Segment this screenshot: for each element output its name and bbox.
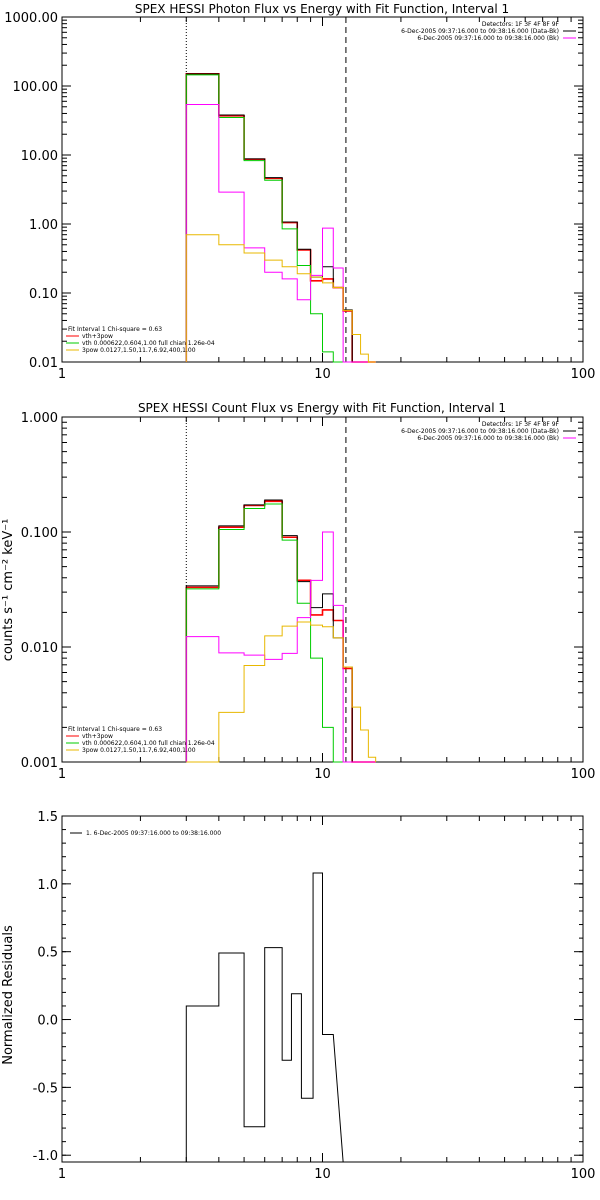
photon-flux-header-line: 6-Dec-2005 09:37:16.000 to 09:38:16.000 … [401,28,559,35]
count-flux-header-line: 6-Dec-2005 09:37:16.000 to 09:38:16.000 … [417,435,559,442]
count-flux-y-tick-label: 0.100 [21,526,58,541]
count-flux-y-axis-label: counts s⁻¹ cm⁻² keV⁻¹ [1,519,16,662]
residuals-y-tick-label: 0.0 [37,1014,58,1029]
photon-flux-series-1-histogram [185,73,376,363]
count-flux-series-0-histogram [185,500,376,763]
residuals-y-tick-label: -1.0 [33,1149,58,1164]
count-flux-fit-legend-line: Fit Interval 1 Chi-square = 0.63 [68,726,162,733]
count-flux-title: SPEX HESSI Count Flux vs Energy with Fit… [138,401,506,415]
photon-flux-fit-legend-line: Fit Interval 1 Chi-square = 0.63 [68,326,162,333]
count-flux-header-line: 6-Dec-2005 09:37:16.000 to 09:38:16.000 … [401,428,559,435]
count-flux-fit-legend-line: vth+3pow [82,733,113,740]
photon-flux-y-tick-label: 0.10 [29,287,58,302]
count-flux-x-tick-label: 1 [58,767,66,782]
photon-flux-series-4-histogram [185,234,376,363]
photon-flux-title: SPEX HESSI Photon Flux vs Energy with Fi… [135,2,509,16]
count-flux-series-4-histogram [186,621,377,763]
photon-flux-y-tick-label: 1000.00 [4,11,58,26]
photon-flux-fit-legend-line: vth 0.000622,0.604,1.00 full chian 1.26e… [82,340,215,347]
photon-flux-fit-legend-line: vth+3pow [82,333,113,340]
count-flux-x-tick-label: 10 [314,767,331,782]
residuals-x-tick-label: 100 [571,1167,596,1182]
photon-flux-x-tick-label: 100 [571,367,596,382]
photon-flux-header-line: 6-Dec-2005 09:37:16.000 to 09:38:16.000 … [417,35,559,42]
photon-flux-y-tick-label: 1.00 [29,218,58,233]
photon-flux-y-tick-label: 100.00 [13,80,59,95]
residuals-x-tick-label: 1 [58,1167,66,1182]
photon-flux-x-tick-label: 1 [58,367,66,382]
count-flux-y-tick-label: 0.001 [21,756,58,771]
residuals-y-tick-label: 1.0 [37,878,58,893]
photon-flux-y-tick-label: 10.00 [21,149,58,164]
photon-flux-series-0-histogram [185,73,376,363]
count-flux-header-line: Detectors: 1F 3F 4F 8F 9F [482,421,560,428]
count-flux-fit-legend-line: 3pow 0.0127,1.50,11.7,6.92,400,1.00 [82,747,196,754]
photon-flux-fit-legend-line: 3pow 0.0127,1.50,11.7,6.92,400,1.00 [82,347,196,354]
residuals-x-tick-label: 10 [314,1167,331,1182]
residuals-panel: Normalized Residuals 1 10 100 -1.0 -0.5 0.0 0.… [1,810,595,1182]
residuals-y-axis-label: Normalized Residuals [1,925,16,1065]
count-flux-series-3-histogram [185,531,376,763]
photon-flux-series-3-histogram [185,103,376,363]
count-flux-fit-legend-line: vth 0.000622,0.604,1.00 full chian 1.26e… [82,740,215,747]
residuals-y-tick-label: 0.5 [37,946,58,961]
residuals-legend-text: 1. 6-Dec-2005 09:37:16.000 to 09:38:16.0… [86,830,221,837]
photon-flux-x-tick-label: 10 [314,367,331,382]
residuals-y-tick-label: -0.5 [33,1081,58,1096]
residuals-y-tick-label: 1.5 [37,810,58,825]
count-flux-y-tick-label: 1.000 [21,411,58,426]
photon-flux-panel: SPEX HESSI Photon Flux vs Energy with Fi… [4,2,595,382]
photon-flux-y-tick-label: 0.01 [29,356,58,371]
count-flux-panel: SPEX HESSI Count Flux vs Energy with Fit… [1,401,595,782]
photon-flux-header-line: Detectors: 1F 3F 4F 8F 9F [482,21,560,28]
photon-flux-series-2-histogram [185,74,376,363]
residuals-series-0-histogram [185,872,344,1163]
count-flux-y-tick-label: 0.010 [21,641,58,656]
count-flux-series-2-histogram [185,503,376,763]
count-flux-series-1-histogram [185,499,376,763]
photon-flux-plot-frame [61,16,584,363]
count-flux-x-tick-label: 100 [571,767,596,782]
